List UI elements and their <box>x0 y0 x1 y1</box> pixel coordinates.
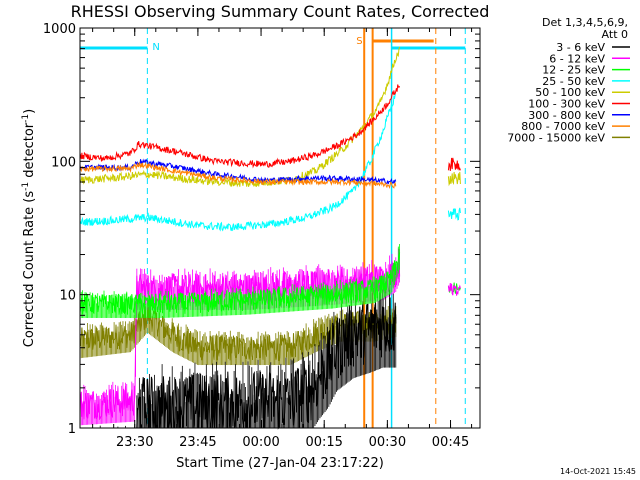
time-markers: NS <box>80 28 466 428</box>
legend-label: 12 - 25 keV <box>542 64 605 77</box>
x-tick-label: 23:30 <box>116 435 153 450</box>
legend-header-1: Det 1,3,4,5,6,9, <box>542 16 628 29</box>
y-tick-label: 1000 <box>43 22 76 37</box>
y-axis-label: Corrected Count Rate (s-1 detector-1) <box>21 109 37 347</box>
post-gap-traces <box>447 157 461 296</box>
series-trace <box>79 93 397 232</box>
legend-label: 25 - 50 keV <box>542 75 605 88</box>
legend-label: 6 - 12 keV <box>549 52 605 65</box>
saa-label: S <box>356 36 362 47</box>
legend-label: 800 - 7000 keV <box>521 120 605 133</box>
series-trace <box>79 84 401 169</box>
y-axis: 1 10 100 1000 <box>43 22 480 437</box>
series-layer <box>79 46 461 430</box>
post-gap-trace <box>447 283 461 296</box>
night-label: N <box>152 42 159 53</box>
post-gap-trace <box>447 157 461 172</box>
legend-label: 300 - 800 keV <box>528 109 605 122</box>
footer-timestamp: 14-Oct-2021 15:45 <box>560 467 636 476</box>
legend-header-2: Att 0 <box>602 28 628 41</box>
x-tick-label: 00:00 <box>242 435 279 450</box>
x-tick-label: 00:30 <box>369 435 406 450</box>
x-tick-label: 00:15 <box>305 435 342 450</box>
series-800-7000keV <box>79 161 397 189</box>
series-100-300keV <box>79 84 401 169</box>
post-gap-trace <box>447 171 461 187</box>
x-tick-label: 23:45 <box>179 435 216 450</box>
series-trace <box>79 46 401 188</box>
x-axis-label: Start Time (27-Jan-04 23:17:22) <box>176 456 384 471</box>
post-gap-trace <box>447 207 461 221</box>
y-tick-label: 100 <box>51 155 76 170</box>
y-tick-label: 10 <box>59 289 76 304</box>
x-axis: 23:30 23:45 00:00 00:15 00:30 00:45 <box>92 28 473 450</box>
x-tick-label: 00:45 <box>432 435 469 450</box>
legend-label: 50 - 100 keV <box>535 86 605 99</box>
series-trace <box>79 161 397 189</box>
series-50-100keV <box>79 46 401 188</box>
legend-label: 100 - 300 keV <box>528 98 605 111</box>
chart-title: RHESSI Observing Summary Count Rates, Co… <box>71 2 490 21</box>
series-25-50keV <box>79 93 397 232</box>
plot-frame <box>79 27 481 429</box>
legend-label: 7000 - 15000 keV <box>507 131 605 144</box>
series-12-25keV <box>79 244 401 318</box>
legend-label: 3 - 6 keV <box>556 41 605 54</box>
y-tick-label: 1 <box>68 422 76 437</box>
series-3-6keV <box>80 281 397 430</box>
